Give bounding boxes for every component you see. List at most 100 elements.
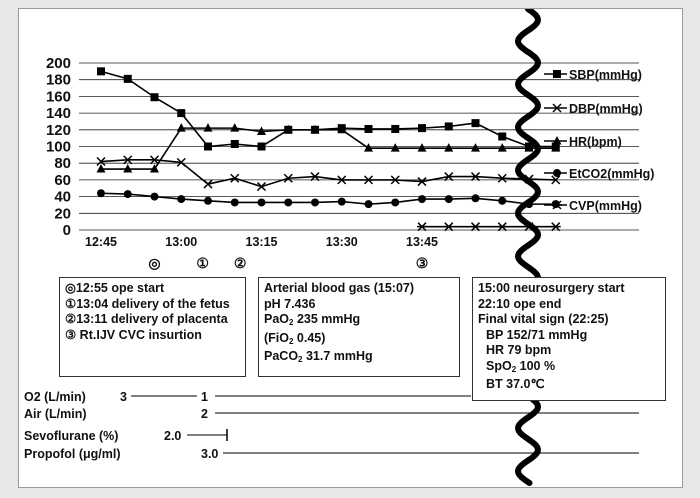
- anesthetic-lines: [131, 395, 639, 454]
- series-lines: [96, 67, 561, 232]
- final-spo2: SpO2 100 %: [486, 358, 556, 374]
- marker-circle: [418, 195, 426, 204]
- final-vital-sign-title: Final vital sign (22:25): [478, 312, 609, 326]
- marker-cross: [337, 175, 347, 185]
- event-marker: ③: [416, 255, 429, 271]
- series-line-dbp: [100, 159, 556, 188]
- marker-circle: [230, 198, 239, 207]
- o2-start-value: 3: [120, 390, 127, 404]
- time-break-wave: [514, 9, 542, 486]
- legend-label: DBP(mmHg): [569, 102, 643, 116]
- marker-cross: [176, 157, 186, 167]
- marker-triangle: [310, 124, 320, 134]
- marker-star: [443, 222, 454, 232]
- ope-end: 22:10 ope end: [478, 296, 562, 311]
- propofol-label: Propofol (μg/ml): [24, 447, 121, 461]
- marker-cross: [552, 103, 562, 113]
- x-tick-label: 13:15: [246, 235, 278, 249]
- marker-cross: [283, 173, 293, 183]
- x-tick-label: 13:30: [326, 235, 358, 249]
- y-tick-label: 140: [46, 105, 71, 122]
- marker-cross: [390, 175, 400, 185]
- marker-triangle: [497, 143, 507, 152]
- marker-triangle: [524, 143, 534, 152]
- final-bt: BT 37.0℃: [486, 377, 545, 391]
- marker-cross: [551, 175, 561, 185]
- marker-star: [417, 222, 427, 232]
- air-label: Air (L/min): [24, 407, 87, 421]
- marker-cross: [149, 155, 160, 165]
- marker-triangle: [551, 143, 561, 152]
- marker-triangle: [203, 123, 213, 132]
- o2-value: 1: [201, 390, 208, 404]
- marker-circle: [498, 196, 507, 205]
- marker-circle: [97, 189, 105, 198]
- marker-square: [471, 119, 480, 128]
- marker-square: [204, 142, 212, 151]
- marker-triangle: [417, 143, 427, 152]
- marker-triangle: [176, 123, 186, 132]
- marker-star: [550, 222, 561, 232]
- marker-square: [97, 67, 105, 76]
- marker-square: [553, 70, 561, 78]
- legend-label: CVP(mmHg): [569, 199, 642, 213]
- marker-cross: [310, 172, 320, 182]
- marker-star: [497, 222, 508, 232]
- marker-cross: [123, 155, 133, 165]
- marker-circle: [391, 198, 400, 207]
- marker-square: [364, 124, 373, 133]
- y-tick-label: 120: [46, 122, 71, 139]
- y-tick-label: 80: [54, 155, 71, 172]
- marker-cross: [444, 172, 454, 182]
- marker-triangle: [283, 124, 293, 134]
- event-marker: ②: [234, 255, 247, 271]
- marker-cross: [203, 179, 213, 189]
- marker-square: [498, 132, 507, 141]
- abg-pao2: PaO2 235 mmHg: [264, 312, 361, 327]
- event-markers: ◎ ① ② ③: [148, 255, 428, 271]
- marker-circle: [150, 192, 159, 201]
- legend-label: SBP(mmHg): [569, 68, 642, 82]
- abg-fio2: (FiO2 0.45): [264, 330, 326, 346]
- air-value: 2: [201, 407, 208, 421]
- y-tick-label: 100: [46, 139, 71, 156]
- y-tick-label: 60: [54, 172, 71, 189]
- marker-triangle: [257, 126, 266, 135]
- anesthesia-record-figure: 0 20 40 60 80 100 120 140 160 180 200 12:45 13:00 13…: [18, 8, 683, 488]
- neurosurgery-start: 15:00 neurosurgery start: [478, 281, 625, 295]
- marker-triangle: [390, 143, 400, 152]
- final-bp: BP 152/71 mmHg: [486, 327, 588, 342]
- marker-cross: [497, 173, 507, 183]
- marker-triangle: [230, 123, 240, 132]
- marker-cross: [470, 172, 481, 182]
- event-marker: ①: [196, 255, 209, 271]
- marker-triangle: [123, 164, 133, 173]
- marker-circle: [553, 169, 561, 177]
- marker-square: [444, 122, 453, 131]
- x-tick-label: 13:00: [165, 235, 197, 249]
- marker-triangle: [364, 143, 373, 152]
- marker-star: [552, 200, 562, 210]
- event-marker: ◎: [148, 255, 160, 271]
- marker-square: [177, 109, 186, 118]
- abg-ph: pH 7.436: [264, 296, 316, 311]
- marker-triangle: [150, 164, 159, 173]
- o2-label: O2 (L/min): [24, 390, 86, 404]
- marker-triangle: [471, 143, 480, 152]
- marker-star: [470, 222, 481, 232]
- abg-paco2: PaCO2 31.7 mmHg: [264, 349, 373, 364]
- x-tick-label: 13:45: [406, 235, 438, 249]
- y-tick-label: 180: [46, 72, 71, 89]
- event-line: ②13:11 delivery of placenta: [65, 312, 228, 326]
- marker-square: [230, 139, 239, 148]
- marker-cross: [256, 182, 267, 192]
- marker-triangle: [444, 143, 454, 152]
- marker-cross: [96, 156, 106, 167]
- marker-circle: [123, 190, 132, 199]
- propofol-value: 3.0: [201, 447, 218, 461]
- y-tick-label: 200: [46, 55, 71, 72]
- marker-square: [418, 124, 426, 133]
- marker-cross: [230, 173, 240, 183]
- sevoflurane-value: 2.0: [164, 429, 181, 443]
